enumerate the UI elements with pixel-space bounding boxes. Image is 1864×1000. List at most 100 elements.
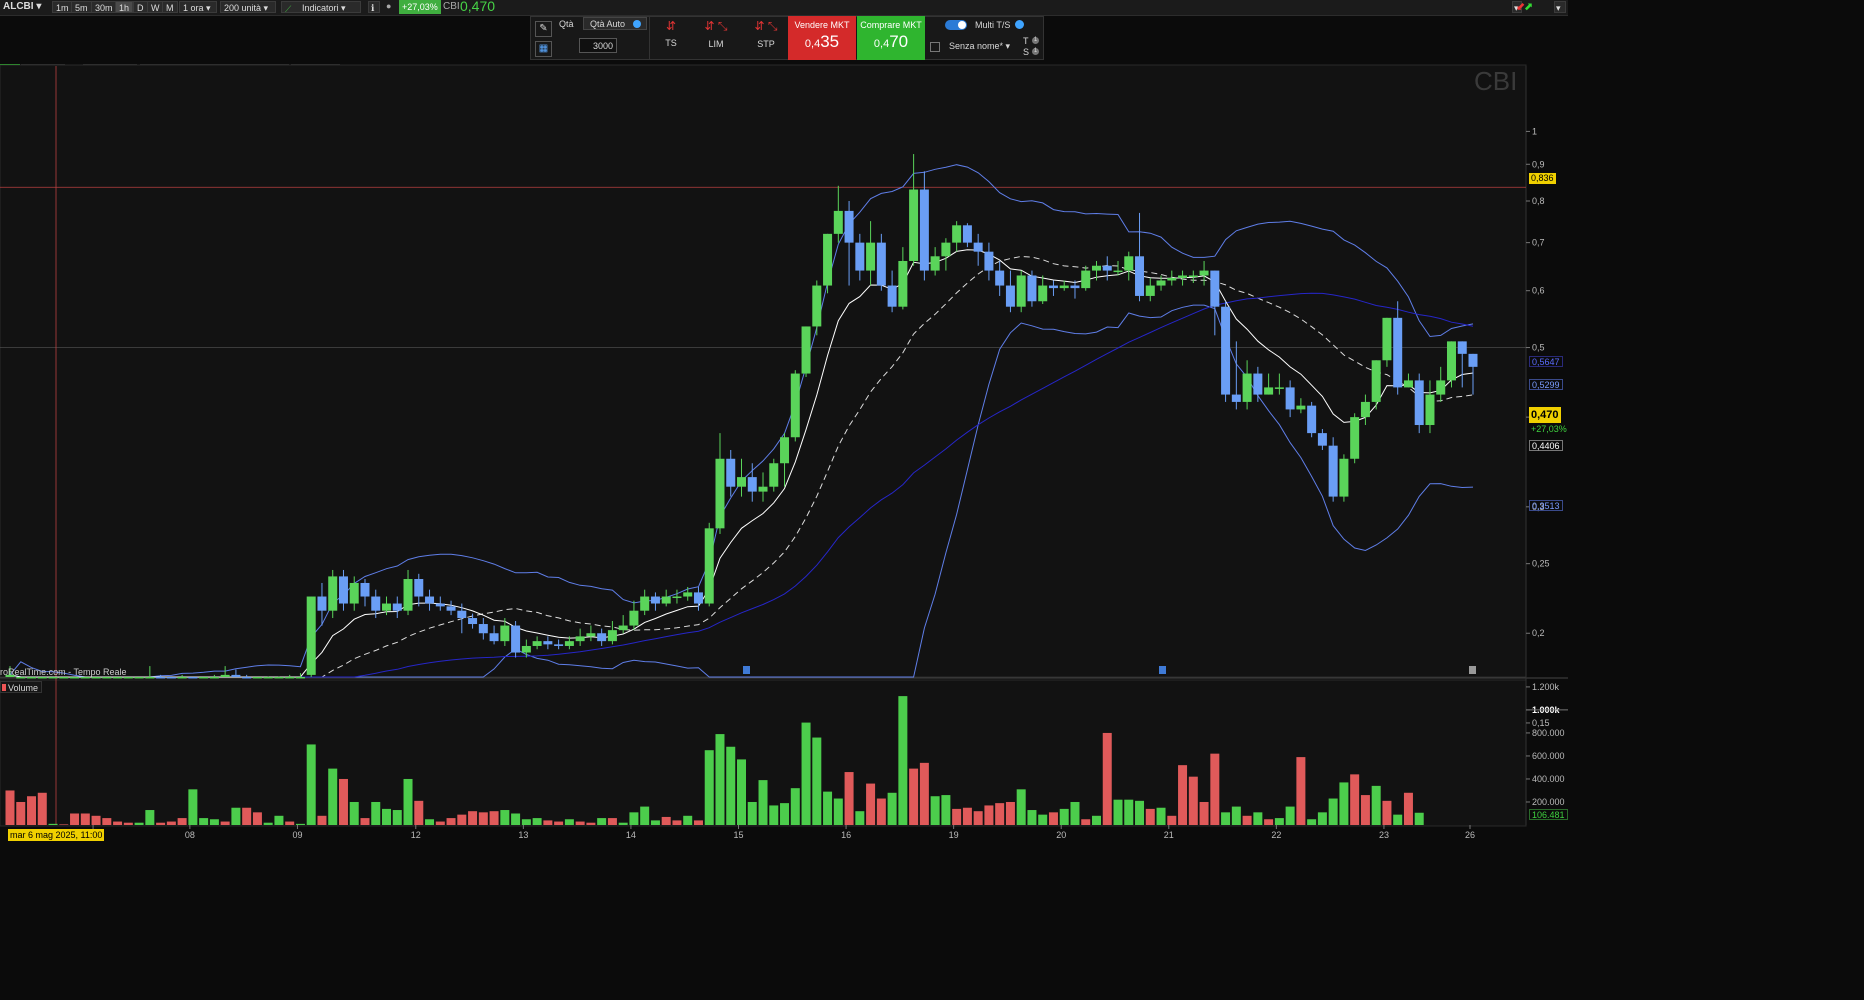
tf-1m-button[interactable]: 1m — [52, 1, 73, 13]
candle-body — [220, 674, 230, 677]
lim-button[interactable]: ⇵ ⤡ LIM — [692, 19, 740, 57]
tf-m-button[interactable]: M — [162, 1, 178, 13]
candle-body — [1027, 275, 1037, 302]
tf-1h-button[interactable]: 1h — [115, 1, 134, 13]
candle — [16, 677, 26, 679]
candle-body — [1048, 285, 1058, 289]
qty-input[interactable]: 3000 — [579, 38, 617, 53]
symbol-selector[interactable]: ALCBI ▾ — [3, 1, 42, 12]
volume-bar — [263, 822, 273, 825]
candle — [952, 221, 962, 252]
volume-bar — [683, 815, 693, 825]
volume-bar — [80, 813, 90, 825]
qty-auto-toggle[interactable]: Qtà Auto — [583, 17, 647, 30]
volume-bars — [5, 696, 1424, 825]
candle-body — [629, 610, 639, 626]
price-chart[interactable]: 10,90,80,70,60,50,40,30,250,20,150,11.20… — [0, 0, 1568, 841]
candle — [425, 589, 435, 611]
candle-body — [919, 189, 929, 271]
candle-body — [704, 528, 714, 604]
keypad-icon[interactable]: ▦ — [535, 41, 552, 57]
candle-body — [435, 603, 445, 607]
volume-bar — [1328, 798, 1338, 825]
candle-body — [1221, 306, 1231, 395]
candle-body — [1382, 317, 1392, 361]
candle — [1027, 270, 1037, 307]
ts-button[interactable]: ⇵ TS — [652, 19, 690, 57]
candle-body — [962, 225, 972, 243]
candle-body — [1371, 360, 1381, 402]
volume-bar — [1199, 801, 1209, 825]
wrench-icon[interactable]: ✎ — [535, 21, 552, 37]
legend-list-icon[interactable]: ☰ — [69, 64, 78, 74]
candle — [231, 669, 241, 677]
source-label: roRealTime.com - Tempo Reale — [0, 667, 127, 677]
candle — [306, 596, 316, 677]
legend-item-sma[interactable]: SMA (50) — [83, 64, 137, 76]
candle-body — [295, 677, 305, 679]
collapse-icon[interactable]: ▾ — [1512, 1, 1522, 13]
legend-item-ema[interactable]: EMA (9) — [291, 64, 340, 76]
candle — [715, 433, 725, 534]
candle-body — [1328, 445, 1338, 497]
candle-body — [952, 225, 962, 243]
candle — [1059, 280, 1069, 291]
candle-body — [478, 624, 488, 634]
candle — [1178, 270, 1188, 286]
tf-5m-button[interactable]: 5m — [71, 1, 92, 13]
candle-body — [446, 606, 456, 611]
candle-body — [672, 596, 682, 599]
units-label: 200 unità — [224, 3, 262, 13]
interval-dropdown[interactable]: 1 ora ▾ — [179, 1, 217, 13]
volume-bar — [629, 812, 639, 825]
volume-bar — [295, 823, 305, 825]
expand-icon[interactable]: ▾ — [1554, 1, 1566, 13]
legend-item-price[interactable]: Prezzo — [21, 64, 66, 76]
buy-market-button[interactable]: Comprare MKT 0,470 — [857, 16, 925, 60]
candle-body — [338, 576, 348, 604]
tf-30m-button[interactable]: 30m — [91, 1, 117, 13]
legend-settings-icon[interactable]: ▣ — [0, 64, 9, 76]
candle-body — [984, 251, 994, 271]
template-dropdown[interactable]: Senza nome* ▾ — [949, 41, 1011, 51]
multi-ts-toggle-icon[interactable] — [945, 20, 967, 30]
x-tick-label: 14 — [626, 830, 636, 840]
candle-body — [898, 260, 908, 307]
volume-legend[interactable]: Volume — [0, 681, 43, 693]
units-dropdown[interactable]: 200 unità ▾ — [220, 1, 276, 13]
candle-body — [1016, 275, 1026, 307]
sell-market-button[interactable]: Vendere MKT 0,435 — [788, 16, 856, 60]
candle-body — [1081, 270, 1091, 289]
legend-item-bollinger[interactable]: Bollinger (20 2) — [212, 64, 290, 76]
candle — [349, 576, 359, 611]
indicators-button[interactable]: ⟋ Indicatori ▾ — [281, 1, 361, 14]
volume-tick-label: 1.000k — [1532, 705, 1561, 715]
s-label: S — [1023, 47, 1030, 57]
cursor-date-label: mar 6 mag 2025, 11:00 — [8, 829, 105, 841]
volume-bar — [758, 780, 768, 825]
volume-bar — [650, 820, 660, 825]
candle-body — [1425, 394, 1435, 426]
candle — [188, 677, 198, 679]
legend-add-icon[interactable]: ▣ — [9, 64, 20, 76]
template-checkbox[interactable] — [930, 42, 940, 52]
candle — [59, 677, 69, 679]
legend-item-pivot[interactable]: Punti Pivot (D) — [140, 64, 215, 76]
stp-button[interactable]: ⇵ ⤡ STP — [744, 19, 788, 57]
candle-body — [1188, 275, 1198, 277]
ema9-line — [9, 249, 1474, 678]
candle — [468, 613, 478, 629]
info-icon[interactable]: ℹ — [368, 1, 380, 13]
candle-body — [1210, 270, 1220, 307]
candle — [1446, 341, 1456, 388]
volume-bar — [597, 818, 607, 825]
candle — [758, 472, 768, 502]
volume-bar — [1221, 812, 1231, 825]
candle — [1307, 401, 1317, 438]
candle-body — [866, 242, 876, 271]
candle — [252, 677, 262, 679]
candle-body — [564, 641, 574, 646]
tf-d-button[interactable]: D — [133, 1, 148, 13]
volume-bar — [586, 822, 596, 825]
volume-tick-label: 1.200k — [1532, 682, 1560, 692]
